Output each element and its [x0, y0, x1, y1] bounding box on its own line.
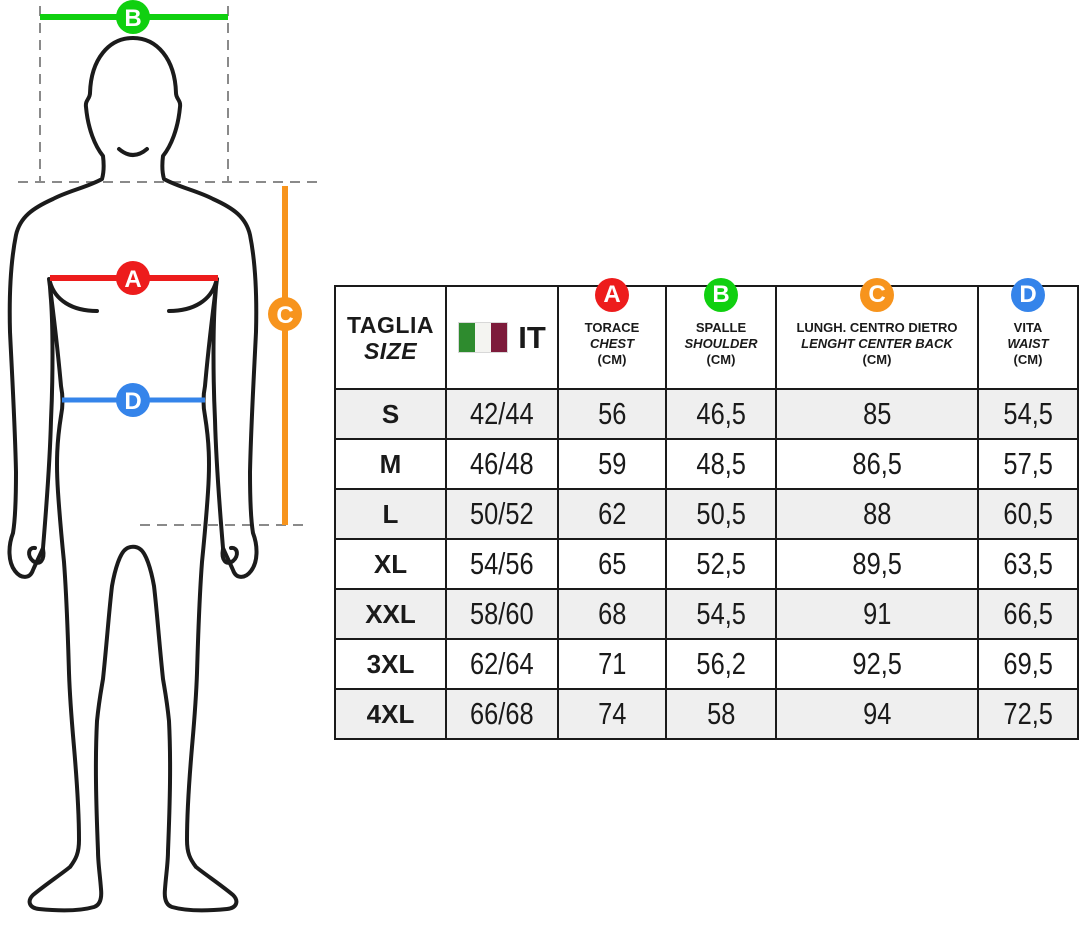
center-back-value: 89,5: [852, 546, 902, 581]
table-row: L 50/52 62 50,5 88 60,5: [334, 488, 1079, 540]
it-size-value: 62/64: [470, 646, 534, 681]
marker-a-icon: [116, 261, 150, 295]
header-chest-en: CHEST: [589, 336, 635, 351]
right-thumb-line: [220, 545, 239, 565]
it-size-value: 54/56: [470, 546, 534, 581]
header-shoulder: B SPALLE SHOULDER (CM): [665, 278, 777, 390]
it-size-value: 66/68: [470, 696, 534, 731]
it-size-value: 42/44: [470, 396, 534, 431]
waist-value: 69,5: [1003, 646, 1053, 681]
header-chest-unit: (CM): [597, 352, 627, 367]
size-value: XL: [373, 548, 408, 579]
waist-value: 63,5: [1003, 546, 1053, 581]
badge-d-icon: D: [1011, 278, 1045, 312]
shoulder-value: 48,5: [696, 446, 746, 481]
center-back-value: 85: [862, 396, 892, 431]
header-center-back: C LUNGH. CENTRO DIETRO LENGHT CENTER BAC…: [775, 278, 979, 390]
it-size-value: 46/48: [470, 446, 534, 481]
header-center-back-en: LENGHT CENTER BACK: [801, 336, 953, 351]
header-waist-en: WAIST: [1007, 336, 1049, 351]
center-back-value: 88: [862, 496, 892, 531]
body-measurement-diagram: B A C D: [0, 0, 334, 925]
size-value: XXL: [365, 598, 416, 629]
shoulder-value: 58: [706, 696, 736, 731]
marker-d-icon: [116, 383, 150, 417]
header-chest-it: TORACE: [584, 320, 640, 335]
left-pec-line: [48, 280, 99, 313]
header-waist-unit: (CM): [1013, 352, 1043, 367]
size-table: TAGLIA SIZE IT A TORACE CHEST: [334, 278, 1079, 740]
size-value: L: [382, 498, 399, 529]
badge-c-icon: C: [860, 278, 894, 312]
it-size-value: 58/60: [470, 596, 534, 631]
chest-value: 59: [597, 446, 627, 481]
size-value: S: [381, 398, 400, 429]
header-size-en: SIZE: [363, 337, 418, 364]
waist-value: 54,5: [1003, 396, 1053, 431]
waist-value: 57,5: [1003, 446, 1053, 481]
chest-value: 68: [597, 596, 627, 631]
left-thumb-line: [27, 545, 46, 565]
marker-b-icon: [116, 0, 150, 34]
chest-value: 71: [597, 646, 627, 681]
marker-c-letter: C: [276, 302, 293, 329]
body-outline-figure: B A C D: [7, 0, 322, 913]
silhouette-outline: [7, 36, 259, 913]
center-back-value: 94: [862, 696, 892, 731]
badge-a-icon: A: [595, 278, 629, 312]
shoulder-value: 54,5: [696, 596, 746, 631]
shoulder-value: 56,2: [696, 646, 746, 681]
dashed-guides: [18, 6, 322, 526]
size-value: 3XL: [366, 648, 415, 679]
right-pec-line: [167, 280, 218, 313]
it-size-value: 50/52: [470, 496, 534, 531]
chest-value: 74: [597, 696, 627, 731]
size-value: 4XL: [366, 698, 415, 729]
marker-d-letter: D: [124, 388, 141, 415]
marker-c-icon: [268, 297, 302, 331]
header-size: TAGLIA SIZE: [334, 285, 447, 390]
center-back-value: 86,5: [852, 446, 902, 481]
header-chest: A TORACE CHEST (CM): [557, 278, 667, 390]
shoulder-value: 52,5: [696, 546, 746, 581]
waist-value: 72,5: [1003, 696, 1053, 731]
header-waist: D VITA WAIST (CM): [977, 278, 1079, 390]
chest-value: 65: [597, 546, 627, 581]
header-center-back-it: LUNGH. CENTRO DIETRO: [796, 320, 958, 335]
center-back-value: 92,5: [852, 646, 902, 681]
table-row: XXL 58/60 68 54,5 91 66,5: [334, 588, 1079, 640]
header-size-it: TAGLIA: [347, 311, 434, 338]
center-back-value: 91: [862, 596, 892, 631]
badge-b-icon: B: [704, 278, 738, 312]
shoulder-value: 46,5: [696, 396, 746, 431]
header-country: IT: [445, 285, 559, 390]
chin-line: [117, 147, 149, 157]
waist-value: 60,5: [1003, 496, 1053, 531]
table-row: M 46/48 59 48,5 86,5 57,5: [334, 438, 1079, 490]
table-row: S 42/44 56 46,5 85 54,5: [334, 388, 1079, 440]
table-row: 4XL 66/68 74 58 94 72,5: [334, 688, 1079, 740]
header-shoulder-unit: (CM): [706, 352, 736, 367]
marker-b-letter: B: [124, 5, 141, 32]
table-header-row: TAGLIA SIZE IT A TORACE CHEST: [334, 278, 1079, 390]
header-center-back-unit: (CM): [862, 352, 892, 367]
size-value: M: [379, 448, 402, 479]
header-shoulder-it: SPALLE: [695, 320, 747, 335]
header-waist-it: VITA: [1013, 320, 1043, 335]
human-silhouette: [7, 36, 259, 913]
waist-value: 66,5: [1003, 596, 1053, 631]
header-shoulder-en: SHOULDER: [684, 336, 758, 351]
chest-value: 62: [597, 496, 627, 531]
chest-value: 56: [597, 396, 627, 431]
shoulder-value: 50,5: [696, 496, 746, 531]
country-code: IT: [518, 319, 546, 355]
italy-flag-icon: [458, 322, 509, 353]
marker-a-letter: A: [124, 266, 141, 293]
table-row: XL 54/56 65 52,5 89,5 63,5: [334, 538, 1079, 590]
table-row: 3XL 62/64 71 56,2 92,5 69,5: [334, 638, 1079, 690]
